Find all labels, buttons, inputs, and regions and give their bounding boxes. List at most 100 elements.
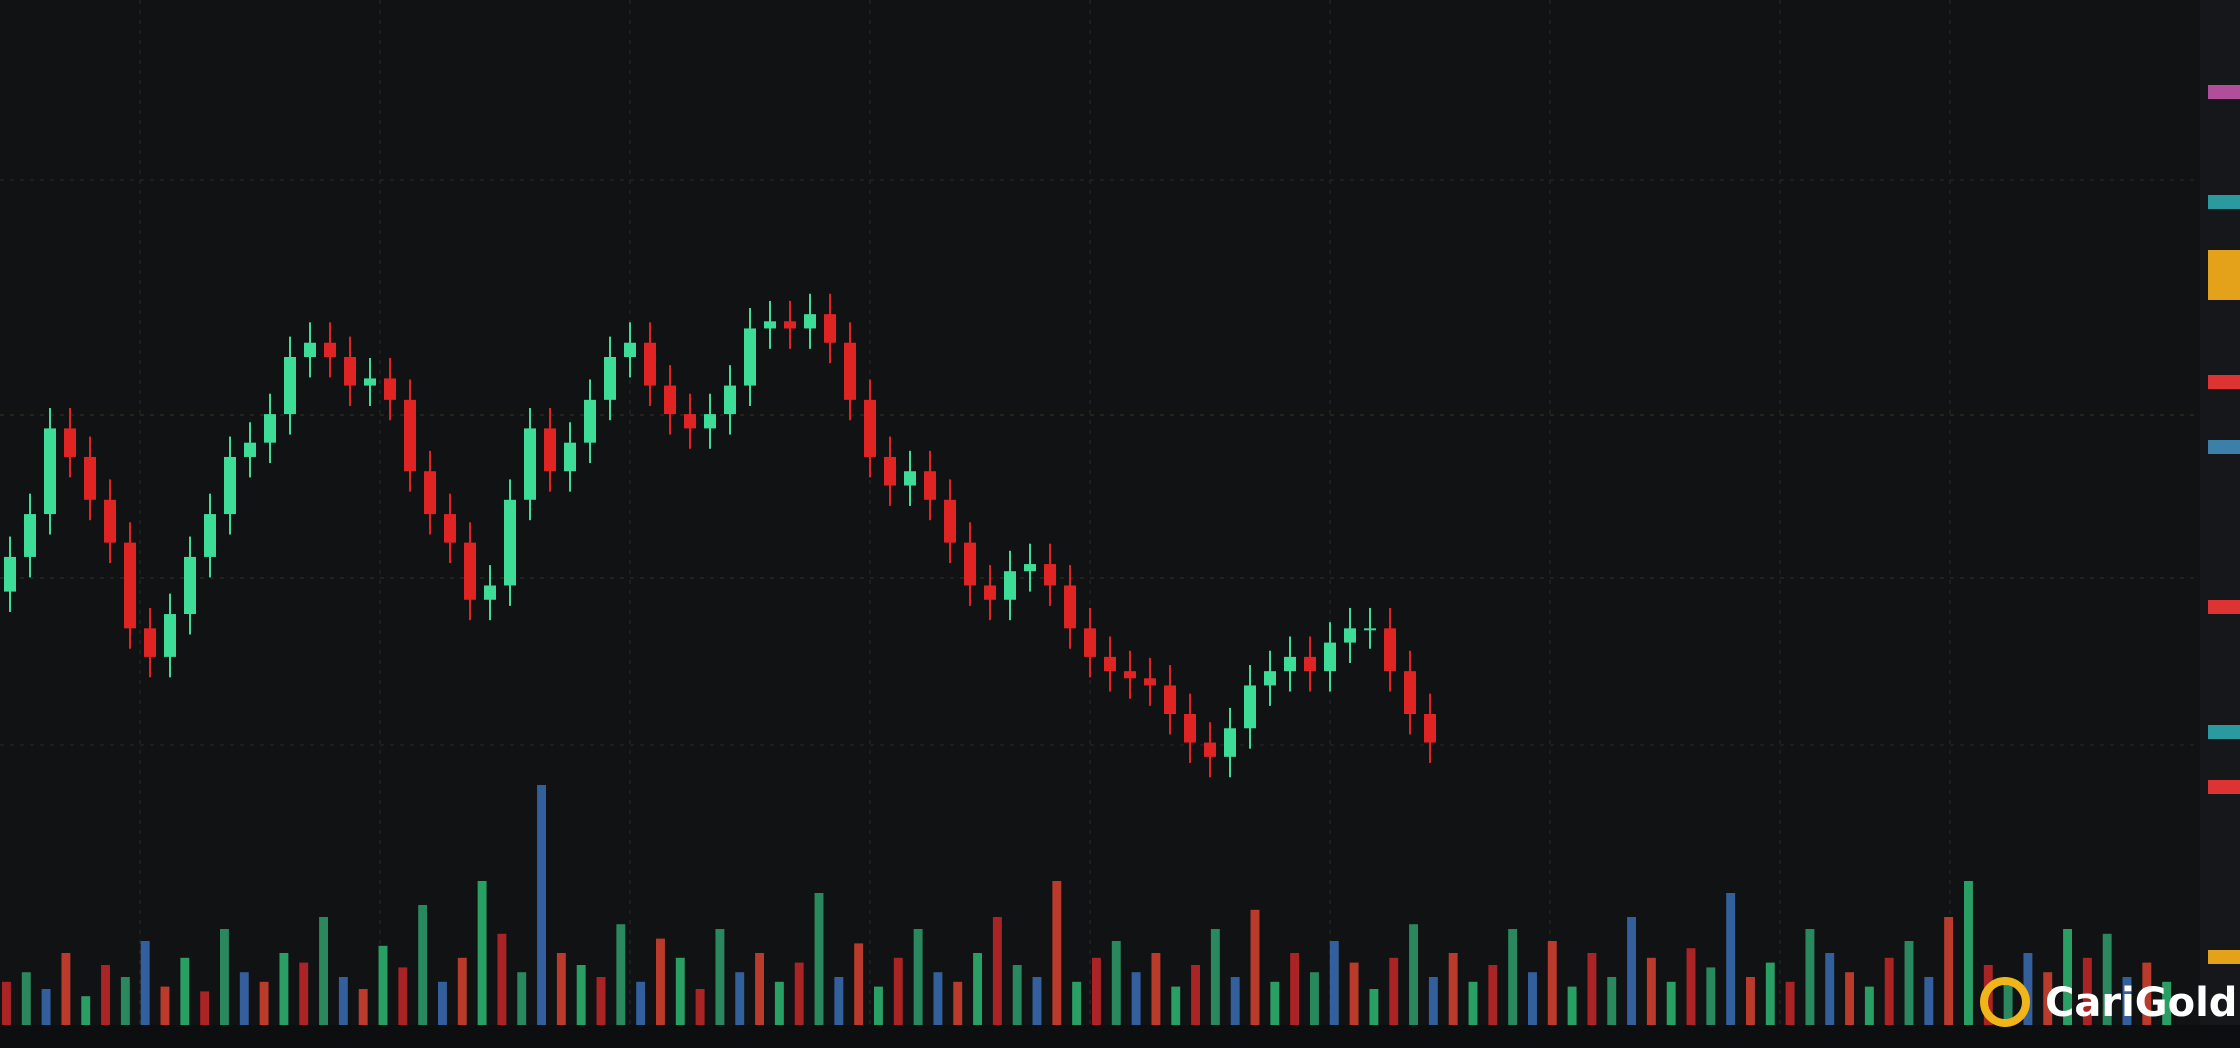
candle-body: [344, 357, 356, 386]
volume-bar: [1964, 881, 1973, 1025]
candle-body: [244, 442, 256, 457]
volume-bar: [1528, 972, 1537, 1025]
volume-bar: [973, 953, 983, 1025]
volume-bar: [1726, 893, 1736, 1025]
volume-bar: [1092, 957, 1101, 1025]
volume-bar: [2122, 977, 2132, 1025]
volume-bar: [1151, 953, 1161, 1025]
candle-body: [524, 428, 536, 500]
candle-body: [4, 556, 16, 592]
volume-bar: [180, 957, 190, 1025]
volume-bar: [299, 962, 309, 1025]
volume-bar: [517, 972, 527, 1025]
candle-body: [704, 414, 716, 429]
candle-body: [564, 442, 576, 472]
volume-bar: [1765, 962, 1775, 1025]
candle-body: [484, 585, 496, 600]
volume-bar: [616, 924, 626, 1025]
candle-body: [664, 385, 676, 415]
candle-body: [944, 499, 956, 543]
volume-bar: [1290, 953, 1300, 1025]
volume-bar: [41, 989, 51, 1025]
candle-body: [624, 342, 636, 357]
volume-bar: [1547, 941, 1557, 1025]
volume-bar: [874, 986, 883, 1025]
candle-body: [24, 514, 36, 557]
volume-bar: [1607, 977, 1617, 1025]
volume-bar: [1032, 977, 1042, 1025]
logo: CariGold: [1980, 977, 2237, 1027]
candle-body: [904, 471, 916, 486]
candle-body: [44, 428, 56, 515]
candle-body: [544, 428, 556, 472]
volume-bar: [220, 929, 229, 1025]
volume-bar: [61, 953, 71, 1025]
candle-body: [304, 342, 316, 357]
volume-bar: [279, 953, 289, 1025]
volume-bar: [1428, 977, 1438, 1025]
volume-bar: [1329, 941, 1339, 1025]
volume-bar: [1230, 977, 1240, 1025]
volume-bar: [457, 957, 467, 1025]
candle-body: [1144, 678, 1156, 686]
volume-bar: [1508, 929, 1518, 1025]
volume-bar: [2162, 981, 2172, 1025]
candle-body: [224, 456, 236, 515]
volume-bar: [854, 943, 864, 1025]
candle-body: [844, 342, 856, 400]
volume-bar: [319, 917, 329, 1025]
volume-bar: [596, 977, 606, 1025]
volume-bar: [893, 957, 903, 1025]
candle-body: [84, 456, 96, 500]
candle-body: [784, 321, 796, 329]
candle-body: [1384, 628, 1396, 672]
volume-bar: [1310, 972, 1319, 1025]
volume-bar: [1250, 909, 1260, 1025]
volume-bar: [140, 941, 150, 1025]
candle-body: [184, 556, 196, 615]
candle-body: [1244, 685, 1256, 729]
candle-body: [1304, 656, 1316, 672]
candle-body: [604, 357, 616, 400]
price-scale: [2200, 0, 2240, 1048]
volume-bar: [1052, 881, 1062, 1025]
volume-bar: [358, 989, 368, 1025]
volume-bar: [1488, 965, 1498, 1025]
volume-bar: [1210, 929, 1220, 1025]
volume-bar: [1627, 917, 1637, 1025]
volume-bar: [477, 881, 487, 1025]
volume-bar: [774, 981, 784, 1025]
candle-body: [384, 378, 396, 400]
candle-body: [1124, 671, 1136, 679]
time-axis: [0, 1025, 2240, 1048]
candle-body: [1184, 714, 1196, 743]
volume-bar: [1845, 972, 1855, 1025]
volume-bar: [953, 981, 963, 1025]
volume-bar: [1012, 965, 1022, 1025]
volume-bar: [21, 972, 31, 1025]
candle-body: [1284, 656, 1296, 672]
volume-bar: [913, 929, 923, 1025]
candle-body: [164, 614, 176, 657]
volume-bar: [755, 953, 765, 1025]
candle-body: [1084, 628, 1096, 657]
candle-body: [1344, 628, 1356, 643]
candle-body: [1044, 564, 1056, 586]
candle-body: [644, 342, 656, 386]
candle-body: [864, 399, 876, 457]
candle-body: [144, 628, 156, 657]
volume-bar: [81, 996, 91, 1025]
candle-body: [744, 328, 756, 386]
volume-bar: [2102, 933, 2112, 1025]
volume-bar: [1389, 957, 1399, 1025]
volume-bar: [101, 965, 111, 1025]
volume-bar: [259, 981, 269, 1025]
candle-body: [424, 471, 436, 515]
volume-bar: [933, 972, 943, 1025]
logo-icon: [1980, 977, 2030, 1027]
volume-bar: [418, 905, 428, 1025]
volume-bar: [1746, 977, 1755, 1025]
candle-body: [1404, 671, 1416, 714]
volume-bar: [497, 933, 507, 1025]
